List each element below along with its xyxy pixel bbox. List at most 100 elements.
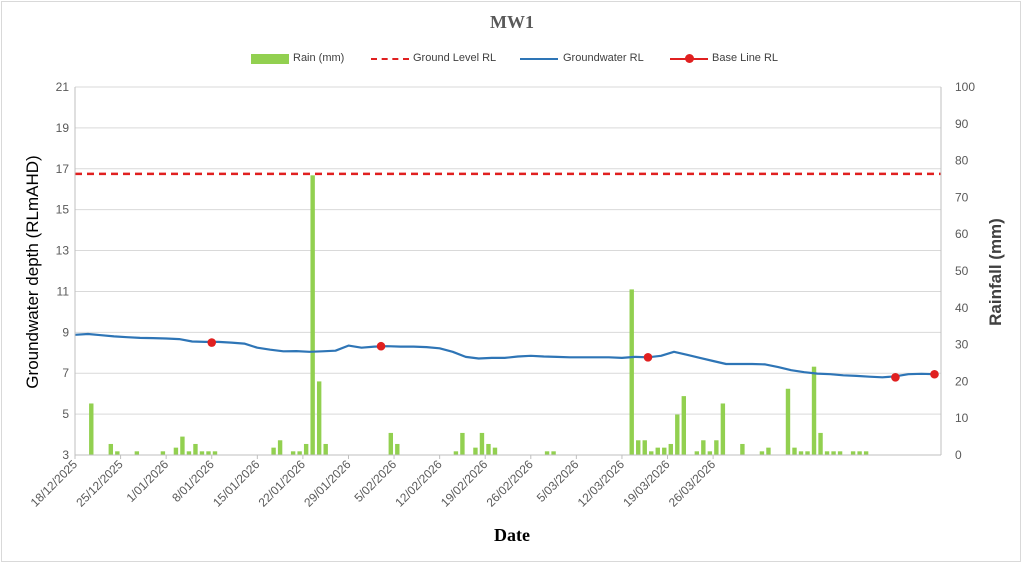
rain-bar	[857, 451, 862, 455]
legend-item-rain: Rain (mm)	[251, 50, 361, 68]
rain-bar	[701, 440, 706, 455]
chart-title: MW1	[490, 12, 534, 32]
rain-bar	[460, 432, 465, 455]
rain-bar	[681, 396, 687, 455]
rain-bar	[551, 451, 556, 455]
rain-bar	[199, 451, 205, 455]
y-tick-label-left: 11	[57, 284, 70, 298]
rain-bar	[134, 451, 140, 455]
y-tick-label-left: 9	[62, 325, 69, 339]
rain-bar	[173, 447, 179, 455]
y-tick-label-left: 15	[56, 203, 70, 217]
rain-bar	[310, 175, 315, 455]
rain-bar	[811, 366, 817, 455]
rain-bar	[277, 440, 283, 455]
x-tick-label: 29/01/2026	[301, 457, 354, 510]
y-tick-label-left: 7	[62, 366, 69, 380]
rain-bar	[824, 451, 830, 455]
rain-bar	[785, 388, 791, 455]
rain-bar	[108, 443, 114, 455]
y-tick-label-right: 30	[955, 338, 969, 352]
x-tick-label: 12/03/2026	[575, 457, 628, 510]
y-tick-label-right: 50	[955, 264, 969, 278]
x-tick-label: 18/12/2025	[28, 457, 81, 510]
legend-swatch-rain	[251, 54, 289, 64]
rain-bar	[115, 451, 120, 455]
x-axis-label: Date	[494, 525, 530, 545]
rain-bar	[193, 443, 198, 455]
rain-bar	[798, 451, 804, 455]
x-tick-label: 26/03/2026	[666, 457, 719, 510]
y-tick-label-left: 13	[56, 244, 70, 258]
rain-bar	[694, 451, 700, 455]
y-tick-label-left: 3	[62, 448, 69, 462]
baseline-marker	[376, 341, 386, 351]
baseline-marker	[207, 338, 217, 347]
rain-bar	[212, 451, 218, 455]
rain-bar	[720, 403, 726, 455]
rain-bar	[486, 443, 491, 455]
rain-bar	[850, 451, 856, 455]
rain-bar	[160, 451, 166, 455]
y-axis-label-left: Groundwater depth (RLmAHD)	[23, 155, 42, 389]
x-tick-label: 15/01/2026	[210, 457, 263, 510]
rain-bar	[649, 451, 654, 455]
rain-bar	[740, 443, 745, 455]
rain-bar	[206, 451, 211, 455]
legend: Rain (mm) Ground Level RL Groundwater RL…	[0, 50, 1024, 68]
rain-bar	[863, 451, 869, 455]
rain-bar	[89, 403, 94, 455]
legend-item-baseline: Base Line RL	[670, 50, 800, 68]
baseline-marker	[643, 352, 653, 362]
x-tick-label: 5/02/2026	[352, 457, 400, 505]
rain-bar	[818, 432, 823, 455]
legend-swatch-baseline-marker	[685, 54, 694, 63]
y-tick-label-right: 20	[955, 374, 969, 388]
x-tick-label: 25/12/2025	[73, 457, 126, 510]
rain-bar	[453, 451, 459, 455]
legend-label-rain: Rain (mm)	[293, 52, 345, 64]
y-tick-label-right: 90	[955, 117, 969, 131]
y-tick-label-right: 70	[955, 190, 969, 204]
rain-bar	[303, 443, 309, 455]
rain-bar	[186, 451, 192, 455]
y-tick-label-left: 19	[56, 121, 70, 135]
rain-bar	[395, 443, 400, 455]
rain-bar	[662, 447, 667, 455]
legend-swatch-groundwater	[520, 58, 558, 60]
y-tick-label-right: 60	[955, 227, 969, 241]
x-tick-label: 19/02/2026	[438, 457, 491, 510]
y-tick-label-right: 0	[955, 448, 962, 462]
rain-bar	[805, 451, 810, 455]
rain-bar	[323, 443, 328, 455]
baseline-marker	[930, 369, 939, 379]
y-tick-label-left: 17	[56, 162, 70, 176]
rain-bar	[642, 440, 647, 455]
y-tick-label-left: 21	[56, 80, 70, 94]
rain-bar	[316, 381, 322, 455]
rain-bar	[271, 447, 276, 455]
legend-item-groundwater: Groundwater RL	[520, 50, 660, 68]
legend-swatch-ground-level	[371, 58, 409, 60]
x-tick-label: 5/03/2026	[534, 457, 582, 505]
rain-bar	[180, 436, 185, 455]
y-tick-label-left: 5	[62, 407, 69, 421]
rain-bar	[636, 440, 641, 455]
rain-bar	[675, 414, 680, 455]
rain-bar	[544, 451, 550, 455]
x-tick-label: 19/03/2026	[620, 457, 673, 510]
baseline-marker	[891, 373, 900, 382]
rain-bar	[388, 432, 393, 455]
y-tick-label-right: 40	[955, 301, 969, 315]
y-tick-label-right: 10	[955, 411, 969, 425]
rain-bar	[707, 451, 713, 455]
x-tick-label: 8/01/2026	[169, 457, 217, 505]
rain-bar	[831, 451, 836, 455]
y-axis-label-right: Rainfall (mm)	[986, 218, 1005, 326]
x-tick-label: 26/02/2026	[484, 457, 537, 510]
x-tick-label: 12/02/2026	[392, 457, 445, 510]
groundwater-line	[74, 332, 935, 379]
legend-item-ground-level: Ground Level RL	[371, 50, 511, 68]
